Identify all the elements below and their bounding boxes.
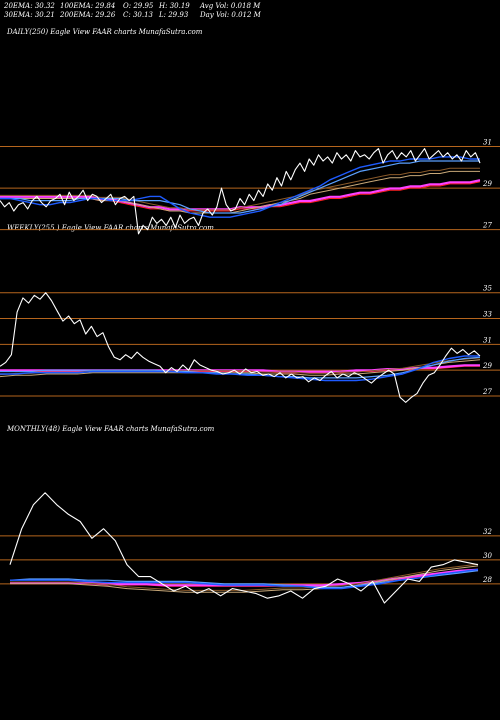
daily-ytick-label: 29: [482, 180, 492, 188]
stat-open: O: 29.95: [123, 2, 154, 10]
monthly-ytick-label: 32: [483, 528, 492, 536]
stat-ema30: 30EMA: 30.21: [4, 11, 55, 19]
daily-panel-title: DAILY(250) Eagle View FAAR charts Munafa…: [7, 28, 203, 36]
weekly-ytick-label: 31: [483, 336, 492, 344]
monthly-ytick-label: 28: [482, 576, 492, 584]
daily-ytick-label: 31: [483, 138, 492, 146]
weekly-panel-title: WEEKLY(255 ) Eagle View FAAR charts Muna…: [7, 224, 214, 232]
daily-ema30-line: [0, 160, 480, 214]
daily-ema200-line: [0, 179, 481, 211]
weekly-ytick-label: 29: [482, 362, 492, 370]
weekly-ytick-label: 33: [483, 311, 492, 319]
stat-ema100: 100EMA: 29.84: [60, 2, 116, 10]
stat-ema20: 20EMA: 30.32: [4, 2, 55, 10]
monthly-price-line: [9, 492, 479, 604]
weekly-price-line: [0, 292, 481, 403]
stat-avg-vol: Avg Vol: 0.018 M: [200, 2, 261, 10]
monthly-ema-dark-line: [10, 563, 479, 591]
daily-ema-dark-line: [0, 167, 480, 211]
stat-high: H: 30.19: [159, 2, 190, 10]
daily-price-line: [0, 148, 481, 235]
monthly-ema100-line: [10, 565, 479, 593]
monthly-ema20-line: [10, 568, 479, 590]
weekly-ytick-label: 27: [482, 388, 492, 396]
monthly-ytick-label: 30: [483, 552, 492, 560]
stat-close: C: 30.13: [123, 11, 153, 19]
stat-day-vol: Day Vol: 0.012 M: [200, 11, 261, 19]
weekly-ytick-label: 35: [483, 285, 492, 293]
weekly-ema100-line: [0, 359, 481, 378]
daily-ytick-label: 27: [482, 222, 492, 230]
monthly-panel-title: MONTHLY(48) Eagle View FAAR charts Munaf…: [7, 425, 215, 433]
weekly-ema20-line: [0, 355, 480, 382]
stat-ema200: 200EMA: 29.26: [60, 11, 116, 19]
daily-ema20-line: [0, 156, 480, 218]
stat-low: L: 29.93: [159, 11, 189, 19]
